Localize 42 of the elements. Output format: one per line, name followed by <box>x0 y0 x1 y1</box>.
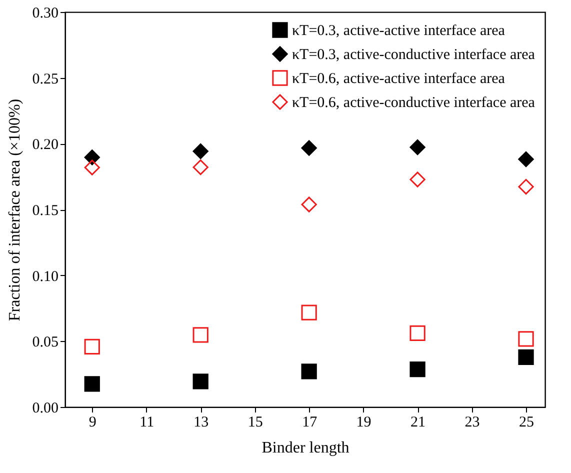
x-tick-label: 13 <box>194 414 209 430</box>
x-tick-label: 23 <box>464 414 480 430</box>
legend-label: κT=0.3, active-active interface area <box>292 23 506 39</box>
x-tick-label: 17 <box>302 414 318 430</box>
point <box>301 304 317 320</box>
y-tick-label: 0.30 <box>32 6 58 22</box>
y-tick-label: 0.15 <box>32 203 58 219</box>
y-tick-label: 0.20 <box>32 137 58 154</box>
x-tick-label: 11 <box>140 414 154 430</box>
x-tick-label: 9 <box>88 414 96 430</box>
point <box>410 172 426 188</box>
y-tick-label: 0.05 <box>32 334 58 351</box>
point <box>84 376 100 392</box>
point <box>192 143 208 160</box>
point <box>301 364 317 380</box>
y-tick-label: 0.10 <box>32 268 58 285</box>
point <box>301 196 317 212</box>
legend-label: κT=0.6, active-conductive interface area <box>292 95 536 111</box>
y-axis-title: Fraction of interface area (×100%) <box>6 98 24 322</box>
point <box>301 140 317 156</box>
point <box>192 159 208 176</box>
point <box>192 374 208 390</box>
point <box>410 139 426 156</box>
point <box>518 151 534 168</box>
y-tick-label: 0.25 <box>32 71 58 88</box>
point <box>410 362 426 378</box>
point <box>84 160 100 176</box>
point <box>518 349 534 366</box>
x-tick-label: 19 <box>356 414 372 430</box>
point <box>518 178 534 195</box>
x-tick-label: 15 <box>248 414 263 430</box>
legend-label: κT=0.3, active-conductive interface area <box>292 47 536 63</box>
x-axis-title: Binder length <box>262 440 350 456</box>
y-tick-label: 0.00 <box>32 400 58 416</box>
point <box>192 327 208 343</box>
legend-label: κT=0.6, active-active interface area <box>292 71 506 87</box>
x-tick-label: 25 <box>519 414 534 430</box>
point <box>84 150 100 166</box>
point <box>410 325 426 341</box>
point <box>84 338 100 355</box>
x-tick-label: 21 <box>410 414 426 430</box>
point <box>518 331 534 347</box>
